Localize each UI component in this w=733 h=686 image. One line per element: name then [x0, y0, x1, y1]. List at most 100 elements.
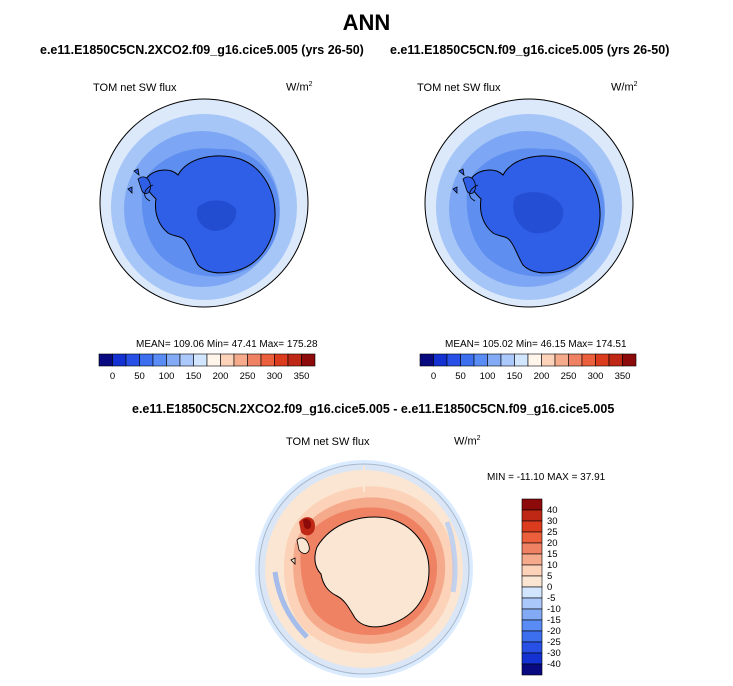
colorbar-swatch — [206, 353, 221, 367]
colorbar-tick-label: -25 — [547, 637, 561, 648]
colorbar-swatch — [287, 353, 302, 367]
colorbar-tick-label: 150 — [507, 371, 523, 382]
colorbar-swatch — [514, 353, 529, 367]
panel1-unit-label: W/m2 — [286, 81, 313, 94]
panel1-variable-label: TOM net SW flux — [93, 82, 177, 94]
colorbar-tick-label: 0 — [431, 371, 436, 382]
panel2-stats: MEAN= 105.02 Min= 46.15 Max= 174.51 — [445, 339, 627, 350]
colorbar-tick-label: 200 — [534, 371, 550, 382]
colorbar-swatch — [521, 597, 543, 610]
colorbar-swatch — [473, 353, 488, 367]
colorbar-tick-label: 150 — [186, 371, 202, 382]
colorbar-swatch — [500, 353, 515, 367]
panel2-case-title: e.e11.E1850C5CN.f09_g16.cice5.005 (yrs 2… — [390, 43, 670, 57]
panel1-unit-base: W/m — [286, 81, 309, 94]
colorbar-swatch — [595, 353, 610, 367]
colorbar-tick-label: -40 — [547, 659, 561, 670]
colorbar-swatch — [554, 353, 569, 367]
colorbar-swatch — [521, 619, 543, 632]
panel1-colorbar: 0 50 100 150 200 250 300 350 — [98, 353, 316, 382]
panel2-unit-exponent: 2 — [633, 81, 638, 88]
panel1-stats: MEAN= 109.06 Min= 47.41 Max= 175.28 — [136, 339, 318, 350]
colorbar-swatch — [568, 353, 583, 367]
colorbar-swatch — [193, 353, 208, 367]
colorbar-swatch — [608, 353, 623, 367]
panel3-unit-label: W/m2 — [454, 435, 481, 448]
colorbar-swatch — [247, 353, 262, 367]
panel3-polar-map — [255, 460, 473, 678]
colorbar-swatch — [446, 353, 461, 367]
colorbar-tick-label: 250 — [240, 371, 256, 382]
colorbar-swatch — [521, 564, 543, 577]
colorbar-swatch — [521, 509, 543, 522]
colorbar-swatch — [521, 542, 543, 555]
panel3-unit-base: W/m — [454, 435, 477, 448]
panel3-variable-label: TOM net SW flux — [286, 436, 370, 448]
colorbar-swatch — [274, 353, 289, 367]
colorbar-tick-label: -5 — [547, 593, 555, 604]
colorbar-tick-label: 50 — [455, 371, 466, 382]
colorbar-swatch — [139, 353, 154, 367]
colorbar-tick-label: 250 — [561, 371, 577, 382]
colorbar-swatch — [152, 353, 167, 367]
colorbar-swatch — [521, 586, 543, 599]
colorbar-swatch — [521, 553, 543, 566]
colorbar-swatch — [521, 652, 543, 665]
panel1-unit-exponent: 2 — [308, 81, 313, 88]
colorbar-swatch — [622, 353, 637, 367]
colorbar-swatch — [301, 353, 316, 367]
colorbar-tick-label: -15 — [547, 615, 561, 626]
colorbar-swatch — [260, 353, 275, 367]
colorbar-tick-label: 25 — [547, 527, 558, 538]
panel1-case-title: e.e11.E1850C5CN.2XCO2.f09_g16.cice5.005 … — [40, 43, 364, 57]
colorbar-swatch — [112, 353, 127, 367]
colorbar-tick-label: 40 — [547, 505, 558, 516]
panel2-polar-map — [424, 98, 634, 308]
panel1-polar-map — [99, 98, 309, 308]
colorbar-tick-label: 15 — [547, 549, 558, 560]
colorbar-swatch — [487, 353, 502, 367]
panel2-unit-label: W/m2 — [611, 81, 638, 94]
colorbar-swatch — [460, 353, 475, 367]
colorbar-swatch — [521, 630, 543, 643]
colorbar-swatch — [527, 353, 542, 367]
colorbar-swatch — [521, 641, 543, 654]
colorbar-tick-label: 350 — [294, 371, 310, 382]
colorbar-tick-label: -10 — [547, 604, 561, 615]
panel3-case-title: e.e11.E1850C5CN.2XCO2.f09_g16.cice5.005 … — [132, 402, 615, 416]
colorbar-tick-label: 0 — [110, 371, 115, 382]
colorbar-tick-label: 30 — [547, 516, 558, 527]
colorbar-tick-label: 300 — [267, 371, 283, 382]
colorbar-swatch — [233, 353, 248, 367]
colorbar-swatch — [521, 498, 543, 511]
colorbar-swatch — [220, 353, 235, 367]
colorbar-tick-label: -20 — [547, 626, 561, 637]
colorbar-tick-label: 0 — [547, 582, 552, 593]
colorbar-tick-label: 5 — [547, 571, 552, 582]
colorbar-tick-label: -30 — [547, 648, 561, 659]
panel2-variable-label: TOM net SW flux — [417, 82, 501, 94]
panel2-colorbar: 0 50 100 150 200 250 300 350 — [419, 353, 637, 382]
colorbar-swatch — [541, 353, 556, 367]
colorbar-swatch — [179, 353, 194, 367]
colorbar-swatch — [521, 663, 543, 676]
colorbar-tick-label: 50 — [134, 371, 145, 382]
colorbar-swatch — [581, 353, 596, 367]
colorbar-swatch — [166, 353, 181, 367]
main-title: ANN — [342, 10, 391, 35]
colorbar-swatch — [419, 353, 434, 367]
colorbar-swatch — [433, 353, 448, 367]
colorbar-swatch — [521, 520, 543, 533]
colorbar-tick-label: 300 — [588, 371, 604, 382]
colorbar-tick-label: 10 — [547, 560, 558, 571]
colorbar-swatch — [521, 608, 543, 621]
colorbar-tick-label: 100 — [480, 371, 496, 382]
panel3-stats: MIN = -11.10 MAX = 37.91 — [487, 472, 606, 483]
colorbar-swatch — [521, 531, 543, 544]
panel2-unit-base: W/m — [611, 81, 634, 94]
colorbar-swatch — [125, 353, 140, 367]
panel3-unit-exponent: 2 — [476, 435, 481, 442]
colorbar-swatch — [521, 575, 543, 588]
colorbar-tick-label: 100 — [159, 371, 175, 382]
